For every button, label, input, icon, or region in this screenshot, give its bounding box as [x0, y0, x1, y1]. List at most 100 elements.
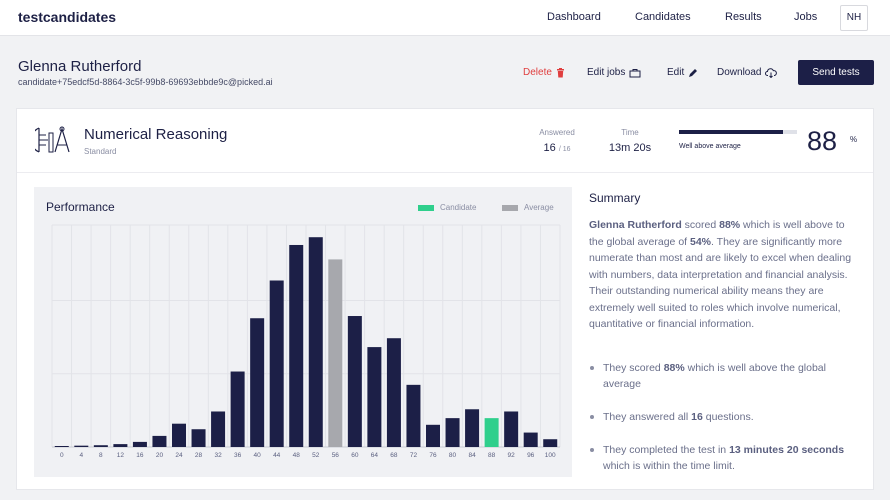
- x-tick-label: 8: [99, 452, 103, 459]
- brand-logo[interactable]: testcandidates: [18, 9, 117, 25]
- trash-icon: [556, 67, 564, 77]
- x-tick-label: 32: [214, 452, 222, 459]
- numerical-reasoning-icon: [35, 126, 70, 153]
- bar-84[interactable]: [465, 409, 480, 447]
- x-tick-label: 52: [312, 452, 320, 459]
- bullet-2-post: questions.: [702, 411, 754, 423]
- briefcase-icon: [629, 68, 641, 77]
- bar-36[interactable]: [230, 371, 245, 447]
- x-tick-label: 16: [136, 452, 144, 459]
- score-value: 88: [807, 126, 838, 156]
- performance-title: Performance: [46, 200, 115, 214]
- legend-average: Average: [502, 203, 554, 212]
- x-tick-label: 48: [293, 452, 301, 459]
- bar-44[interactable]: [269, 280, 284, 448]
- answered-label: Answered: [539, 128, 575, 137]
- bar-72[interactable]: [406, 384, 421, 447]
- bar-76[interactable]: [426, 424, 440, 447]
- download-button[interactable]: Download: [717, 67, 778, 78]
- bar-56[interactable]: [328, 259, 343, 447]
- nav-candidates[interactable]: Candidates: [635, 11, 691, 23]
- x-tick-label: 92: [508, 452, 516, 459]
- bar-100[interactable]: [543, 439, 558, 447]
- summary-candidate-name: Glenna Rutherford: [589, 219, 682, 231]
- legend-candidate: Candidate: [418, 203, 476, 212]
- bar-92[interactable]: [504, 411, 519, 447]
- answered-total: / 16: [558, 146, 571, 153]
- bar-68[interactable]: [386, 338, 401, 447]
- summary-bullet-time: They completed the test in 13 minutes 20…: [589, 442, 861, 474]
- x-tick-label: 60: [351, 452, 359, 459]
- score-caption: Well above average: [679, 143, 741, 150]
- bullet-3-post: which is within the time limit.: [603, 460, 735, 472]
- bar-0[interactable]: [54, 446, 69, 447]
- bar-28[interactable]: [191, 429, 206, 447]
- bar-4[interactable]: [74, 445, 89, 447]
- x-tick-label: 24: [175, 452, 183, 459]
- x-tick-label: 84: [468, 452, 476, 459]
- x-tick-label: 44: [273, 452, 281, 459]
- bar-24[interactable]: [172, 423, 186, 447]
- download-label: Download: [717, 67, 762, 78]
- delete-button[interactable]: Delete: [523, 67, 565, 78]
- bar-48[interactable]: [289, 244, 304, 447]
- x-tick-label: 72: [410, 452, 418, 459]
- score-progress-fill: [679, 130, 783, 134]
- summary-average: 54%: [690, 235, 712, 248]
- bar-20[interactable]: [152, 435, 167, 447]
- bar-40[interactable]: [250, 318, 265, 447]
- answered-count: 16: [543, 142, 556, 154]
- x-tick-label: 28: [195, 452, 203, 459]
- legend-average-swatch: [502, 204, 518, 211]
- x-tick-label: 0: [60, 452, 64, 459]
- bar-32[interactable]: [211, 411, 226, 447]
- bar-8[interactable]: [93, 445, 108, 447]
- x-tick-label: 68: [390, 452, 398, 459]
- x-tick-label: 96: [527, 452, 535, 459]
- test-level: Standard: [84, 147, 117, 156]
- cloud-download-icon: [765, 67, 778, 78]
- x-tick-label: 80: [449, 452, 457, 459]
- score-progress-bar: [679, 130, 797, 134]
- answered-value: 16 / 16: [527, 142, 587, 154]
- summary-text-1: scored: [681, 219, 720, 231]
- summary-paragraph: Glenna Rutherford scored 88% which is we…: [589, 217, 861, 333]
- summary-bullet-answered: They answered all 16 questions.: [589, 409, 861, 425]
- candidate-email: candidate+75edcf5d-8864-3c5f-99b8-69693e…: [18, 77, 273, 87]
- edit-button[interactable]: Edit: [667, 67, 698, 78]
- bar-64[interactable]: [367, 347, 382, 447]
- nav-dashboard[interactable]: Dashboard: [547, 11, 601, 23]
- test-title: Numerical Reasoning: [84, 126, 228, 143]
- bar-52[interactable]: [308, 237, 323, 447]
- edit-jobs-button[interactable]: Edit jobs: [587, 67, 641, 78]
- pencil-icon: [689, 68, 698, 77]
- bar-12[interactable]: [113, 444, 128, 447]
- candidate-name: Glenna Rutherford: [18, 58, 142, 75]
- send-tests-button[interactable]: Send tests: [798, 60, 874, 85]
- legend-candidate-label: Candidate: [440, 203, 477, 212]
- x-tick-label: 88: [488, 452, 496, 459]
- bullet-1-bold: 88%: [663, 362, 685, 374]
- bar-60[interactable]: [347, 316, 362, 447]
- bullet-2-pre: They answered all: [603, 411, 692, 423]
- summary-text-3: . They are significantly more numerate t…: [589, 235, 852, 331]
- delete-label: Delete: [523, 67, 552, 78]
- test-result-card: Numerical Reasoning Standard Answered 16…: [16, 108, 874, 490]
- time-label: Time: [621, 128, 639, 137]
- bar-88[interactable]: [484, 418, 499, 447]
- performance-chart-panel: Performance Candidate Average 0 4 8 12 16 20 2…: [34, 187, 572, 477]
- bar-16[interactable]: [132, 441, 147, 447]
- summary-score: 88%: [719, 219, 741, 231]
- nav-results[interactable]: Results: [725, 11, 762, 23]
- bullet-1-post: which is well above the global average: [603, 362, 826, 390]
- edit-jobs-label: Edit jobs: [587, 67, 626, 78]
- bar-80[interactable]: [445, 418, 460, 447]
- x-tick-label: 20: [156, 452, 164, 459]
- nav-jobs[interactable]: Jobs: [794, 11, 818, 23]
- top-navbar: testcandidates Dashboard Candidates Resu…: [0, 0, 890, 36]
- summary-text-2: which is well above to the global averag…: [589, 219, 845, 248]
- user-avatar[interactable]: NH: [840, 5, 868, 31]
- x-tick-label: 76: [429, 452, 437, 459]
- performance-bar-chart: 0 4 8 12 16 20 24 28 32 36 40 44 48 52 56 60 64 68 72 76 80 8…: [51, 224, 561, 459]
- bar-96[interactable]: [523, 432, 538, 447]
